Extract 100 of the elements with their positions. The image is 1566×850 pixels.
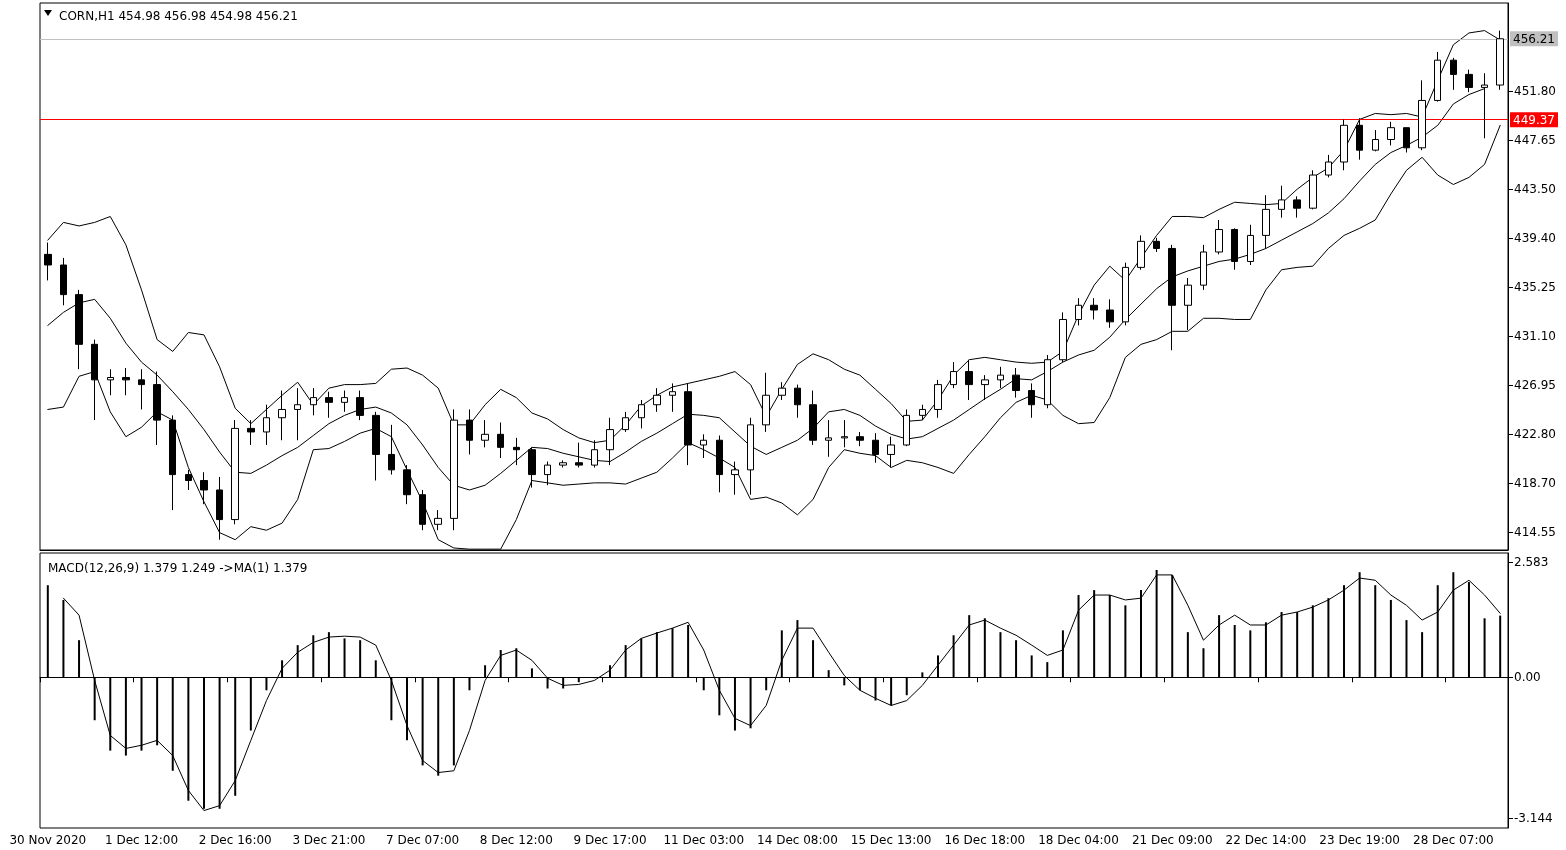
candlestick [997, 366, 1004, 389]
candlestick [294, 387, 301, 441]
candlestick [1434, 51, 1441, 103]
candlestick [1372, 129, 1379, 152]
candlestick [1200, 244, 1207, 291]
candlestick [107, 368, 114, 396]
x-tick-label: 9 Dec 17:00 [573, 833, 647, 847]
candlestick [934, 379, 942, 419]
candlestick [341, 390, 348, 413]
candlestick [185, 469, 192, 491]
y-tick-label: 0.00 [1514, 670, 1541, 685]
candlestick [809, 390, 817, 446]
candlestick [138, 368, 145, 410]
candlestick [1340, 118, 1348, 171]
candlestick [200, 471, 208, 505]
candlestick [481, 419, 489, 448]
x-tick-label: 11 Dec 03:00 [663, 833, 745, 847]
candlestick [1028, 382, 1035, 419]
x-tick-label: 14 Dec 08:00 [757, 833, 838, 847]
x-tick-label: 1 Dec 12:00 [104, 833, 179, 847]
candlestick [1231, 227, 1238, 271]
candlestick [1450, 57, 1457, 91]
candlestick [872, 432, 879, 464]
candlestick [1090, 297, 1098, 320]
candlestick [700, 433, 707, 459]
candlestick [1168, 244, 1176, 351]
candlestick [1356, 117, 1363, 161]
candlestick [1387, 121, 1395, 146]
x-tick-label: 15 Dec 13:00 [850, 833, 932, 847]
candlestick [716, 435, 723, 493]
candlestick [638, 399, 645, 429]
candlestick [169, 414, 176, 511]
y-tick-label: 418.70 [1514, 475, 1556, 490]
candlestick [1215, 219, 1223, 255]
candlestick [310, 387, 317, 416]
text: MACD(12,26,9) 1.379 1.249 ->MA(1) 1.379 [48, 561, 308, 575]
candlestick [669, 382, 676, 413]
x-tick-label: 22 Dec 14:00 [1225, 833, 1307, 847]
candlestick [325, 391, 333, 419]
candlestick [762, 372, 770, 433]
candlestick [950, 361, 957, 389]
candlestick [981, 374, 989, 401]
candlestick [388, 424, 395, 476]
candlestick [1247, 224, 1254, 266]
ref-line-label: 456.21 [1513, 31, 1555, 46]
candlestick [887, 436, 895, 468]
x-tick-label: 3 Dec 21:00 [292, 833, 366, 847]
y-tick-label: 414.55 [1514, 525, 1556, 539]
y-tick-label: 443.50 [1514, 182, 1556, 197]
candlestick [1012, 367, 1020, 399]
candlestick [841, 419, 848, 448]
text: CORN,H1 454.98 456.98 454.98 456.21 [59, 9, 298, 23]
candlestick [1044, 354, 1051, 409]
candlestick [825, 419, 832, 458]
candlestick [372, 411, 380, 481]
candlestick [1184, 277, 1192, 331]
y-tick-label: 451.80 [1514, 83, 1556, 98]
y-tick-label: 447.65 [1514, 133, 1556, 148]
candlestick [403, 464, 411, 505]
candlestick [75, 289, 83, 370]
ref-line-label: 449.37 [1513, 112, 1555, 127]
candlestick [622, 411, 629, 433]
candlestick [856, 431, 864, 447]
x-tick-label: 16 Dec 18:00 [944, 833, 1026, 847]
x-tick-label: 28 Dec 07:00 [1412, 833, 1494, 847]
candlestick [1293, 195, 1301, 219]
candlestick [731, 461, 739, 496]
candlestick [60, 257, 67, 306]
candlestick [1309, 169, 1317, 210]
candlestick [919, 404, 926, 421]
candlestick [794, 384, 801, 419]
candlestick [1153, 237, 1160, 253]
candlestick [1403, 127, 1410, 154]
candlestick [559, 459, 567, 468]
candlestick [1122, 262, 1129, 326]
candlestick [356, 390, 364, 421]
candlestick [1325, 154, 1332, 178]
candlestick [497, 421, 504, 459]
candlestick [1075, 297, 1082, 326]
y-tick-label: 2.583 [1514, 554, 1549, 569]
candlestick [153, 371, 161, 446]
x-tick-label: 8 Dec 12:00 [479, 833, 553, 847]
candlestick [278, 390, 286, 441]
candlestick [1465, 69, 1473, 93]
candlestick [575, 442, 583, 468]
candlestick [778, 381, 786, 401]
x-tick-label: 7 Dec 07:00 [386, 833, 460, 847]
candlestick [122, 367, 130, 396]
x-tick-label: 21 Dec 09:00 [1131, 833, 1213, 847]
y-tick-label: 435.25 [1514, 279, 1556, 294]
candlestick [1106, 298, 1114, 329]
candlestick [1262, 194, 1270, 249]
x-tick-label: 18 Dec 04:00 [1038, 833, 1119, 847]
candlestick [653, 387, 661, 413]
candlestick [419, 489, 426, 531]
candlestick [544, 461, 551, 486]
y-tick-label: 431.10 [1514, 329, 1556, 344]
candlestick [44, 242, 52, 281]
candlestick [91, 339, 98, 421]
candlestick [1059, 311, 1067, 363]
